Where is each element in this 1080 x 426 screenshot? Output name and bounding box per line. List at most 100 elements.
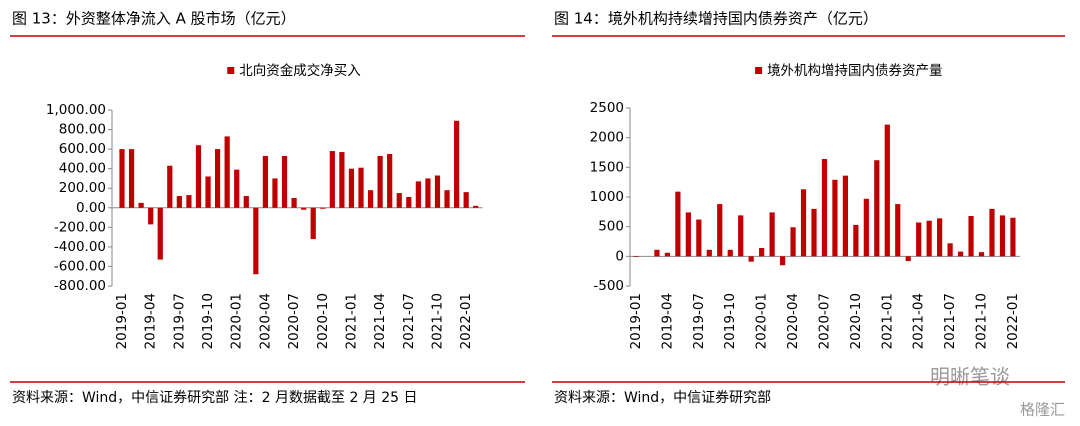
bar bbox=[853, 224, 859, 257]
x-tick-label: 2020-07 bbox=[816, 293, 832, 349]
y-tick-label: 1,000.00 bbox=[46, 102, 106, 118]
bar bbox=[779, 256, 786, 266]
x-tick-label: 2020-01 bbox=[229, 293, 245, 349]
bar bbox=[396, 193, 402, 208]
bar bbox=[425, 178, 431, 208]
bar bbox=[790, 227, 796, 257]
bar bbox=[884, 124, 890, 257]
bar bbox=[205, 176, 211, 208]
bar bbox=[339, 152, 345, 208]
x-tick-label: 2020-10 bbox=[315, 293, 331, 349]
y-tick-label: -400.00 bbox=[54, 239, 106, 255]
source-note: 资料来源：Wind，中信证券研究部 注：2 月数据截至 2 月 25 日 bbox=[12, 390, 418, 406]
bar bbox=[800, 189, 807, 257]
bar bbox=[119, 149, 125, 208]
bar bbox=[224, 136, 230, 208]
y-tick-label: 500 bbox=[598, 219, 624, 235]
bar bbox=[916, 222, 922, 257]
legend-swatch bbox=[227, 67, 235, 74]
bar bbox=[664, 252, 671, 257]
x-tick-label: 2019-10 bbox=[722, 293, 738, 349]
x-tick-label: 2019-10 bbox=[200, 293, 216, 349]
bar bbox=[444, 190, 450, 208]
x-tick-label: 2022-01 bbox=[458, 293, 474, 349]
y-tick-label: 2500 bbox=[590, 100, 624, 116]
bar bbox=[406, 197, 412, 208]
bar bbox=[281, 155, 288, 208]
y-tick-label: 200.00 bbox=[59, 180, 106, 196]
bar bbox=[727, 249, 733, 257]
bar bbox=[706, 249, 712, 257]
bar bbox=[454, 120, 460, 208]
bar bbox=[272, 178, 278, 208]
x-tick-label: 2020-01 bbox=[754, 293, 770, 349]
bar bbox=[811, 208, 817, 257]
bar bbox=[148, 207, 154, 225]
bar bbox=[905, 256, 911, 262]
chart-title: 图 14：境外机构持续增持国内债券资产（亿元） bbox=[554, 10, 878, 28]
bar bbox=[738, 215, 744, 257]
x-tick-label: 2019-07 bbox=[171, 293, 187, 349]
bar bbox=[821, 159, 828, 257]
bar bbox=[176, 196, 182, 208]
bar bbox=[696, 219, 702, 257]
y-tick-label: -600.00 bbox=[54, 258, 106, 274]
bar bbox=[968, 215, 974, 257]
bar bbox=[947, 243, 953, 257]
bar bbox=[832, 179, 838, 257]
bar bbox=[1010, 217, 1016, 257]
x-tick-label: 2019-04 bbox=[143, 293, 159, 349]
x-tick-label: 2021-07 bbox=[942, 293, 958, 349]
y-tick-label: -200.00 bbox=[54, 219, 106, 235]
y-tick-label: 2000 bbox=[590, 130, 624, 146]
legend-label: 北向资金成交净买入 bbox=[239, 62, 361, 79]
bar bbox=[262, 155, 268, 208]
x-tick-label: 2021-07 bbox=[401, 293, 417, 349]
bar bbox=[367, 190, 374, 208]
x-tick-label: 2021-04 bbox=[372, 293, 388, 349]
legend-swatch bbox=[755, 67, 763, 74]
x-tick-label: 2019-07 bbox=[691, 293, 707, 349]
y-tick-label: 0.00 bbox=[76, 200, 106, 216]
x-tick-label: 2019-04 bbox=[659, 293, 675, 349]
bar bbox=[138, 202, 144, 208]
y-tick-label: 800.00 bbox=[59, 122, 106, 138]
bar bbox=[633, 256, 639, 257]
bar bbox=[377, 155, 383, 208]
bar bbox=[675, 191, 681, 257]
bar bbox=[654, 249, 660, 257]
bar bbox=[253, 207, 259, 275]
watermark: 格隆汇 bbox=[1020, 401, 1065, 419]
watermark: 明晰笔谈 bbox=[930, 365, 1010, 389]
bar bbox=[748, 256, 754, 262]
bar bbox=[415, 181, 421, 208]
legend-label: 境外机构增持国内债券资产量 bbox=[767, 63, 943, 79]
bar bbox=[167, 165, 173, 208]
x-tick-label: 2020-04 bbox=[785, 293, 801, 349]
bar bbox=[999, 215, 1006, 257]
bar bbox=[320, 207, 326, 209]
bar bbox=[769, 212, 775, 257]
bar bbox=[473, 205, 479, 208]
x-tick-label: 2019-01 bbox=[628, 293, 644, 349]
y-tick-label: -500 bbox=[593, 278, 624, 294]
bar bbox=[243, 196, 249, 208]
bar bbox=[291, 198, 297, 208]
bar bbox=[387, 154, 393, 208]
y-tick-label: 1000 bbox=[590, 189, 624, 205]
y-tick-label: -800.00 bbox=[54, 278, 106, 294]
bar bbox=[957, 251, 964, 257]
y-tick-label: 0 bbox=[615, 248, 624, 264]
bar bbox=[358, 167, 364, 208]
bar bbox=[301, 207, 307, 210]
x-tick-label: 2022-01 bbox=[1005, 293, 1021, 349]
bar bbox=[895, 204, 901, 257]
x-tick-label: 2021-04 bbox=[911, 293, 927, 349]
bar bbox=[215, 149, 221, 208]
source-note: 资料来源：Wind，中信证券研究部 bbox=[554, 390, 771, 406]
chart-title: 图 13：外资整体净流入 A 股市场（亿元） bbox=[12, 10, 296, 28]
bar bbox=[759, 248, 765, 257]
bar bbox=[157, 207, 163, 260]
bar bbox=[128, 149, 135, 208]
